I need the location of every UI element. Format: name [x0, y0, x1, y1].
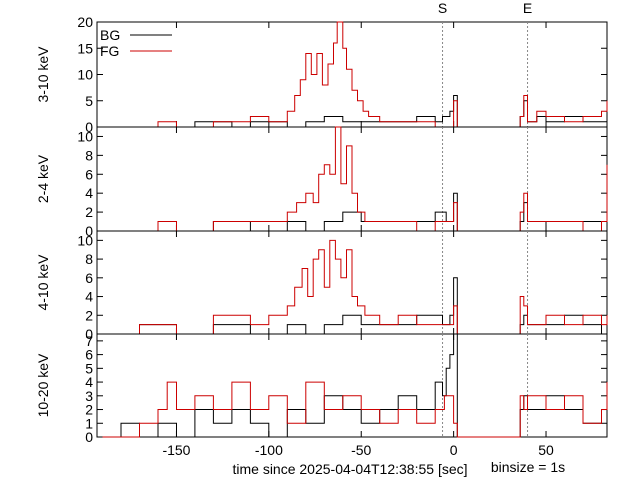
y-axis-label: 2-4 keV: [35, 154, 51, 203]
y-tick-label: 8: [85, 251, 93, 267]
panel-1: 0 5 10 15 20 3-10 keV: [35, 14, 608, 135]
y-tick-label: 15: [77, 40, 93, 56]
x-tick-label: 0: [450, 442, 458, 458]
y-tick-label: 4: [85, 374, 93, 390]
y-tick-label: 0: [85, 429, 93, 445]
y-tick-label: 0: [85, 223, 93, 239]
y-tick-label: 20: [77, 14, 93, 30]
x-tick-label: 50: [538, 442, 554, 458]
y-tick-label: 2: [85, 402, 93, 418]
x-tick-label: -100: [255, 442, 283, 458]
y-tick-label: 2: [85, 307, 93, 323]
x-tick-label: -50: [351, 442, 371, 458]
y-tick-label: 6: [85, 270, 93, 286]
legend-label-bg: BG: [100, 27, 120, 43]
series-fg: [102, 239, 608, 335]
y-tick-label: 5: [85, 360, 93, 376]
y-tick-label: 4: [85, 289, 93, 305]
y-tick-label: 4: [85, 185, 93, 201]
y-axis-label: 4-10 keV: [35, 254, 51, 311]
y-tick-label: 10: [77, 232, 93, 248]
x-tick-label: -150: [162, 442, 190, 458]
series-bg: [102, 333, 608, 438]
binsize-label: binsize = 1s: [491, 459, 565, 475]
y-tick-label: 8: [85, 147, 93, 163]
marker-label-s: S: [438, 0, 447, 16]
x-axis-label: time since 2025-04-04T12:38:55 [sec]: [232, 461, 467, 477]
y-tick-label: 5: [85, 93, 93, 109]
series-fg: [102, 126, 608, 232]
y-tick-label: 10: [77, 128, 93, 144]
marker-label-e: E: [523, 0, 532, 16]
y-tick-label: 1: [85, 415, 93, 431]
y-tick-label: 6: [85, 166, 93, 182]
y-tick-label: 10: [77, 67, 93, 83]
y-tick-label: 2: [85, 204, 93, 220]
series-fg: [102, 381, 608, 438]
panel-frame: [96, 333, 608, 438]
y-axis-label: 3-10 keV: [35, 46, 51, 103]
panel-2: 0 2 4 6 8 10 2-4 keV: [35, 126, 608, 239]
y-tick-label: 3: [85, 388, 93, 404]
y-axis-label: 10-20 keV: [35, 353, 51, 417]
series-fg: [102, 21, 608, 128]
y-tick-label: 6: [85, 347, 93, 363]
y-tick-label: 0: [85, 119, 93, 135]
legend: BG FG: [100, 27, 172, 59]
y-tick-label: 0: [85, 326, 93, 342]
panel-3: 0 2 4 6 8 10 4-10 keV: [35, 230, 608, 342]
legend-label-fg: FG: [100, 43, 119, 59]
y-tick-label: 7: [85, 333, 93, 349]
series-bg: [102, 277, 608, 335]
